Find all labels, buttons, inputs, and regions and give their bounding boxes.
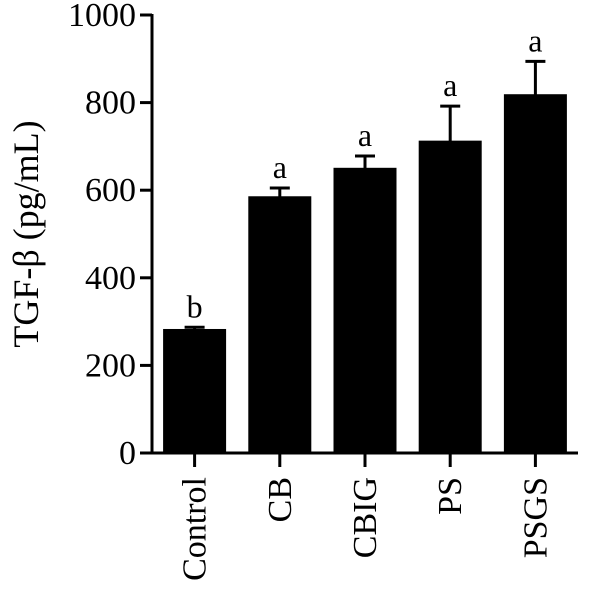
bar-cb (248, 196, 312, 454)
significance-labels: b a a a a (187, 22, 543, 324)
significance-label-psgs: a (528, 22, 542, 58)
y-tick-label: 0 (119, 435, 136, 472)
x-tick-label-cb: CB (262, 477, 299, 522)
y-tick-label: 600 (85, 172, 136, 209)
x-axis-ticks: Control CB CBIG PS PSGS (177, 453, 554, 581)
significance-label-control: b (187, 288, 203, 324)
y-tick-label: 800 (85, 85, 136, 122)
significance-label-cbig: a (358, 117, 372, 153)
x-tick-label-control: Control (177, 477, 214, 581)
y-axis-ticks: 0 200 400 600 800 1000 (68, 0, 152, 472)
y-tick-label: 1000 (68, 0, 136, 34)
x-tick-label-cbig: CBIG (347, 477, 384, 558)
bars (163, 94, 567, 454)
bar-psgs (503, 94, 567, 454)
y-axis-label: TGF-β (pg/mL) (6, 120, 46, 347)
bar-control (163, 328, 227, 454)
y-tick-label: 400 (85, 260, 136, 297)
bar-cbig (333, 167, 397, 454)
x-tick-label-psgs: PSGS (517, 477, 554, 558)
significance-label-cb: a (273, 149, 287, 185)
bar-ps (418, 140, 482, 454)
axes: 0 200 400 600 800 1000 Control CB CBIG PS PSGS (68, 0, 578, 581)
error-bars (184, 59, 546, 330)
y-tick-label: 200 (85, 347, 136, 384)
x-tick-label-ps: PS (432, 477, 469, 515)
significance-label-ps: a (443, 67, 457, 103)
